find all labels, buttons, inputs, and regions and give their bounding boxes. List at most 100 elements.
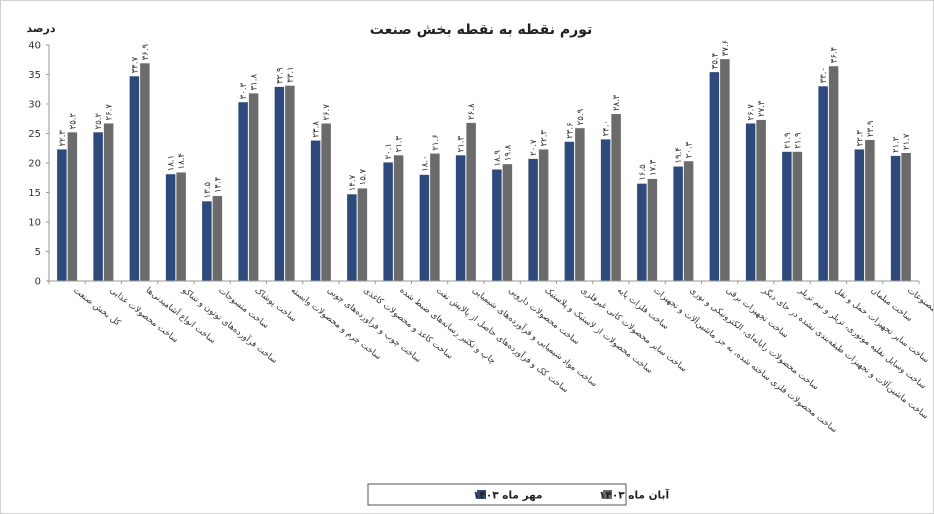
data-label: ۲۱.۳ [395, 135, 405, 152]
y-tick-label: 30 [28, 100, 41, 111]
bar-mehr [129, 76, 140, 282]
bar-aban [357, 188, 368, 281]
data-label: ۱۴.۷ [348, 174, 358, 191]
bar-aban [647, 178, 658, 281]
data-label: ۱۸.۴ [177, 153, 187, 169]
y-axis-unit-label: درصد [27, 22, 56, 35]
bar-mehr [93, 132, 103, 281]
bar-mehr [310, 140, 321, 281]
x-tick-label: ساخت محصولات غذایی [108, 285, 180, 345]
x-tick-label: ساخت محصولات رایانه‌ای، الکترونیکی و نور… [688, 285, 821, 392]
x-tick-label: ساخت وسایل نقلیه موتوری، تریلر و نیم تری… [795, 285, 927, 392]
bar-aban [538, 149, 549, 281]
y-tick-label: 35 [28, 70, 41, 81]
bar-aban [140, 63, 150, 281]
y-axis: 0 5 10 15 20 25 30 35 40 [28, 41, 50, 288]
data-label: ۳۵.۴ [710, 53, 720, 69]
data-label: ۱۴.۴ [213, 177, 223, 193]
data-label: ۳۳.۱ [286, 66, 296, 82]
data-label: ۳۱.۸ [250, 74, 260, 91]
bar-mehr [528, 158, 538, 281]
bar-mehr [238, 102, 248, 281]
data-label: ۲۱.۹ [793, 132, 803, 149]
data-label: ۲۶.۷ [747, 104, 757, 121]
x-tick-label: ساخت تجهیزات برقی [724, 285, 790, 340]
data-label: ۱۶.۵ [638, 164, 648, 181]
y-tick-label: 40 [28, 41, 41, 52]
bar-mehr [419, 174, 430, 281]
bar-mehr [854, 149, 865, 281]
bar-aban [285, 85, 295, 282]
y-tick-label: 15 [28, 188, 41, 199]
bar-aban [176, 172, 186, 281]
bar-aban [67, 132, 78, 281]
bar-series-group [57, 59, 911, 282]
data-label: ۲۵.۹ [576, 108, 586, 125]
bar-aban [720, 59, 730, 281]
data-label: ۲۴.۰ [602, 120, 612, 136]
bar-aban [393, 155, 404, 281]
data-label: ۲۳.۸ [312, 121, 322, 138]
bar-mehr [202, 201, 212, 281]
y-tick-label: 25 [28, 129, 41, 140]
y-tick-label: 20 [28, 159, 41, 170]
bar-mehr [383, 162, 393, 281]
bar-aban [575, 128, 585, 281]
data-label: ۲۰.۷ [529, 139, 539, 156]
data-label: ۳۳.۰ [819, 67, 829, 83]
bar-mehr [709, 72, 720, 281]
data-label: ۱۸.۹ [493, 150, 503, 167]
data-label: ۲۱.۹ [783, 132, 793, 149]
data-label: ۲۱.۳ [457, 135, 467, 152]
bar-mehr [818, 86, 828, 281]
bar-aban [611, 114, 621, 281]
bar-mehr [165, 174, 176, 281]
data-label: ۱۸.۱ [167, 155, 177, 171]
bar-aban [212, 196, 223, 281]
data-label: ۲۱.۷ [902, 133, 912, 150]
bar-mehr [455, 155, 466, 281]
data-label: ۱۸.۰ [420, 155, 430, 171]
bar-aban [828, 66, 839, 282]
data-label: ۳۰.۳ [239, 82, 249, 99]
bar-mehr [347, 194, 357, 281]
x-tick-label: ساخت ماشین‌آلات و تجهیزات طبقه‌بندی نشده… [759, 283, 931, 421]
data-label: ۲۲.۳ [58, 130, 68, 147]
bar-aban [683, 161, 694, 281]
data-label: ۳۲.۹ [275, 67, 285, 84]
legend-label-mehr: مهر ماه ۱۴۰۳ [473, 490, 543, 502]
legend-box [367, 483, 627, 506]
data-label: ۲۱.۲ [892, 136, 902, 153]
data-label: ۲۵.۲ [94, 112, 104, 129]
data-label: ۲۶.۷ [105, 104, 115, 121]
bar-aban [430, 153, 440, 281]
data-label: ۳۷.۶ [721, 40, 731, 56]
data-label: ۲۰.۱ [384, 143, 394, 159]
data-label: ۳۶.۹ [141, 43, 151, 60]
legend-label-aban: آبان ماه ۱۴۰۳ [599, 489, 669, 502]
bar-mehr [782, 151, 792, 281]
data-label: ۲۵.۲ [68, 112, 78, 129]
bar-mehr [745, 123, 756, 281]
data-label: ۳۴.۷ [130, 56, 140, 73]
data-label: ۲۶.۸ [467, 103, 477, 120]
bar-aban [901, 152, 911, 281]
data-label: ۲۷.۳ [757, 100, 767, 117]
data-label: ۱۵.۷ [358, 169, 368, 186]
bar-aban [792, 151, 803, 281]
data-label: ۲۲.۳ [540, 130, 550, 147]
bar-aban [466, 122, 476, 281]
bar-mehr [637, 183, 647, 281]
x-tick-label: ساخت کک و فرآورده‌های حاصل از پالایش نفت [434, 284, 572, 395]
bar-mehr [57, 149, 67, 281]
bar-mehr [600, 139, 611, 281]
legend: مهر ماه ۱۴۰۳ آبان ماه ۱۴۰۳ [367, 483, 669, 506]
bar-mehr [673, 166, 683, 281]
data-label: ۲۳.۶ [565, 122, 575, 138]
bar-aban [321, 123, 331, 281]
data-label: ۲۸.۳ [612, 94, 622, 111]
legend-swatch-mehr [477, 490, 486, 499]
data-label: ۲۳.۹ [866, 120, 876, 137]
